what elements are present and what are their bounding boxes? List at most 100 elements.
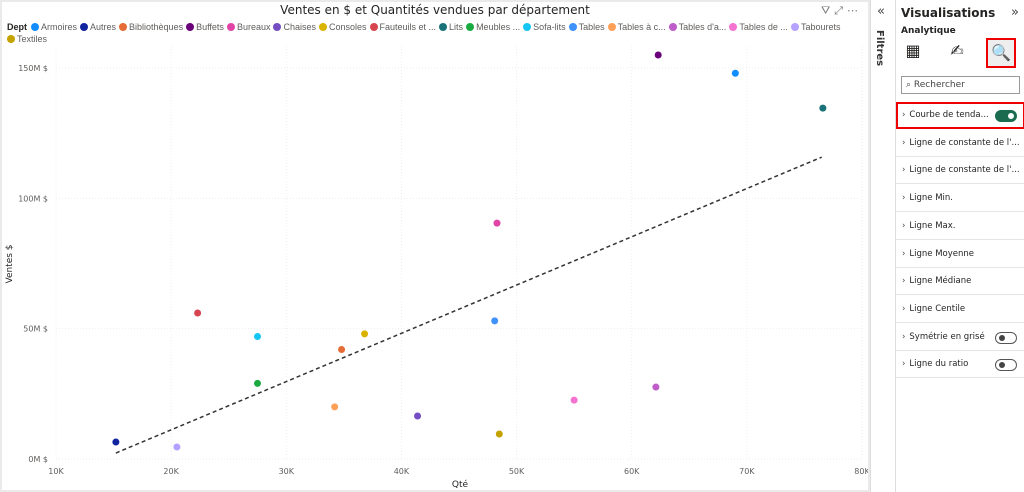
legend-marker — [729, 23, 738, 31]
pane-title: Visualisations — [901, 6, 996, 20]
filters-label[interactable]: Filtres — [874, 30, 885, 67]
legend-item[interactable]: Tables d'a... — [668, 21, 727, 33]
legend-item[interactable]: Tables — [568, 21, 605, 33]
legend-item[interactable]: Lits — [439, 21, 463, 33]
filter-icon[interactable]: ⛛ — [820, 4, 835, 17]
data-point-tables-de-[interactable] — [570, 396, 578, 404]
legend-title: Dept — [7, 22, 27, 32]
legend-marker — [466, 23, 475, 31]
analytics-item-label: Ligne Min. — [909, 193, 954, 204]
focus-mode-icon[interactable]: ⤢ — [834, 4, 847, 17]
data-point-buffets[interactable] — [654, 51, 662, 59]
data-point-textiles[interactable] — [495, 430, 503, 438]
analytics-item[interactable]: › Ligne Max. — [896, 213, 1024, 240]
legend-item[interactable]: Tables de ... — [729, 21, 788, 33]
legend-item[interactable]: Bureaux — [226, 21, 270, 33]
legend-label: Chaises — [283, 22, 316, 32]
toggle-switch[interactable] — [995, 110, 1017, 122]
legend-item[interactable]: Meubles ... — [466, 21, 520, 33]
chevron-right-icon: › — [902, 359, 906, 370]
data-point-bureaux[interactable] — [493, 219, 501, 227]
chevron-right-icon: › — [902, 110, 906, 120]
filters-pane-collapsed[interactable]: « Filtres — [870, 0, 895, 492]
legend-label: Tables à c... — [617, 22, 666, 32]
analytics-item[interactable]: › Ligne de constante de l'... — [896, 130, 1024, 157]
legend-item[interactable]: Tables à c... — [607, 21, 666, 33]
analytics-item[interactable]: › Ligne Min. — [896, 185, 1024, 213]
scatter-chart-visual[interactable]: Ventes en $ et Quantités vendues par dép… — [2, 2, 868, 490]
data-point-lits[interactable] — [819, 104, 827, 112]
data-point-fauteuils-et-[interactable] — [194, 309, 202, 317]
analytics-magnifier-icon[interactable]: 🔍 — [986, 38, 1016, 68]
data-point-consoles[interactable] — [361, 330, 369, 338]
legend-item[interactable]: Armoires — [31, 21, 77, 33]
analytics-item-label: Ligne Max. — [909, 220, 956, 231]
collapse-icon[interactable]: » — [1011, 5, 1019, 20]
legend-item[interactable]: Chaises — [273, 21, 316, 33]
data-point-tabourets[interactable] — [173, 443, 181, 451]
x-tick-label: 40K — [394, 467, 410, 476]
legend-marker — [369, 23, 378, 31]
chevron-right-icon: › — [902, 303, 906, 314]
legend-item[interactable]: Tabourets — [790, 21, 840, 33]
search-input[interactable]: ⌕ Rechercher — [901, 76, 1020, 94]
chevron-right-icon: › — [902, 248, 906, 259]
data-point-biblioth-ques[interactable] — [338, 346, 346, 354]
legend-label: Consoles — [328, 22, 367, 32]
visualizations-pane: Visualisations » Analytique ▦ ✍ 🔍 ⌕ Rech… — [895, 0, 1024, 492]
legend-item[interactable]: Fauteuils et ... — [369, 21, 436, 33]
legend-item[interactable]: Sofa-lits — [523, 21, 566, 33]
more-options-icon[interactable]: ⋯ — [847, 4, 862, 17]
table-build-icon[interactable]: ▦ — [905, 41, 921, 60]
legend-item[interactable]: Buffets — [186, 21, 224, 33]
chevron-right-icon: › — [902, 193, 906, 204]
analytics-item-label: Ligne de constante de l'... — [909, 137, 1020, 148]
toggle-switch[interactable] — [995, 331, 1017, 344]
analytics-item[interactable]: › Ligne Médiane — [896, 268, 1024, 296]
legend-marker — [7, 35, 15, 43]
legend-label: Tables de ... — [739, 22, 788, 32]
expand-icon[interactable]: « — [877, 4, 885, 19]
data-point-autres[interactable] — [112, 438, 120, 446]
chevron-right-icon: › — [902, 165, 906, 176]
chevron-right-icon: › — [902, 220, 906, 231]
toggle-switch[interactable] — [995, 359, 1017, 372]
legend-marker — [80, 23, 89, 31]
analytics-item-label: Ligne Médiane — [909, 276, 972, 287]
analytics-item[interactable]: › Ligne Centile — [896, 296, 1024, 323]
legend-item[interactable]: Autres — [80, 21, 116, 33]
legend-marker — [273, 23, 282, 31]
analytics-item[interactable]: › Ligne de constante de l'... — [896, 157, 1024, 185]
data-point-meubles-[interactable] — [254, 379, 261, 387]
legend-item[interactable]: Bibliothèques — [119, 21, 183, 33]
legend-item[interactable]: Textiles — [7, 33, 47, 45]
legend-label: Textiles — [17, 34, 48, 44]
legend-marker — [119, 23, 128, 31]
legend-label: Meubles ... — [476, 22, 521, 32]
analytics-item[interactable]: › Courbe de tenda... — [896, 102, 1024, 129]
data-point-armoires[interactable] — [731, 69, 739, 77]
format-brush-icon[interactable]: ✍ — [950, 41, 964, 60]
legend-label: Tables d'a... — [678, 22, 727, 32]
data-point-sofa-lits[interactable] — [254, 332, 261, 340]
y-tick-label: 0M $ — [28, 455, 48, 464]
plot-area: 10K 20K 30K 40K 50K 60K 70K 80K 0M $ 50M $ 100M $ 1… — [5, 46, 868, 490]
data-point-chaises[interactable] — [414, 412, 422, 420]
analytics-item[interactable]: › Ligne Moyenne — [896, 241, 1024, 268]
legend-marker — [668, 23, 677, 31]
data-point-tables-d-a-[interactable] — [652, 383, 660, 391]
data-point-tables-c-[interactable] — [331, 403, 339, 411]
analytics-item[interactable]: › Ligne du ratio — [896, 351, 1024, 379]
data-point-tables[interactable] — [491, 317, 499, 325]
x-tick-label: 50K — [509, 467, 525, 476]
analytics-item-label: Ligne Moyenne — [909, 248, 975, 259]
legend-label: Lits — [449, 22, 464, 32]
analytics-item[interactable]: › Symétrie en grisé — [896, 324, 1024, 351]
trend-line — [115, 156, 822, 454]
x-tick-label: 60K — [624, 467, 640, 476]
legend-item[interactable]: Consoles — [318, 21, 367, 33]
chevron-right-icon: › — [902, 331, 906, 342]
legend-label: Bibliothèques — [129, 22, 184, 32]
chevron-right-icon: › — [902, 276, 906, 287]
legend-marker — [31, 23, 39, 31]
